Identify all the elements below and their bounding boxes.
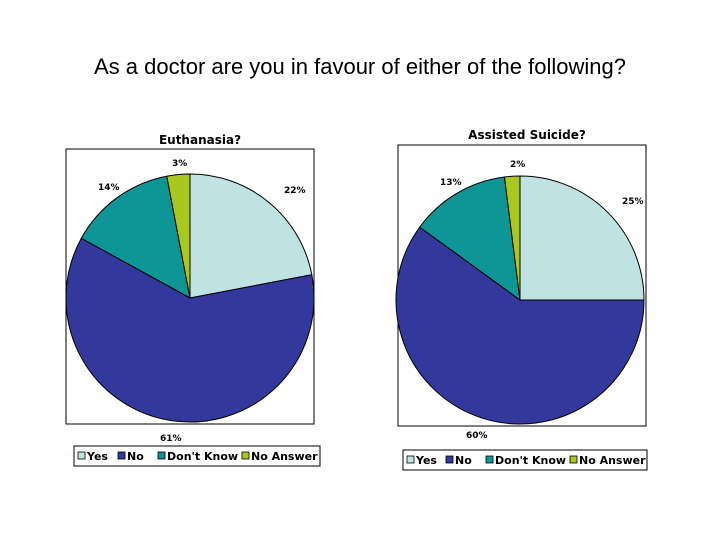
data-label: 61% xyxy=(160,434,182,444)
plot-frame xyxy=(65,148,315,425)
data-label: 22% xyxy=(284,186,306,196)
legend-box xyxy=(73,445,321,467)
legend-label: Yes xyxy=(415,454,437,467)
legend-swatch xyxy=(241,451,250,460)
data-label: 14% xyxy=(98,183,120,193)
legend-label: Don't Know xyxy=(495,454,566,467)
data-label: 25% xyxy=(622,197,644,207)
legend-swatch xyxy=(485,455,494,464)
data-label: 2% xyxy=(510,160,525,170)
page-title: As a doctor are you in favour of either … xyxy=(94,54,626,79)
data-label: 3% xyxy=(172,159,187,169)
chart-title: Euthanasia? xyxy=(159,133,241,147)
legend-label: No xyxy=(127,450,144,463)
data-label: 60% xyxy=(466,431,488,441)
pie-slice-no-answer xyxy=(503,175,521,301)
pie-chart-2: Assisted Suicide? 25% 60% 13% 2% Yes No Don't K… xyxy=(395,128,648,471)
legend-label: Yes xyxy=(86,450,108,463)
pie-slice-no xyxy=(65,237,315,423)
pie-slice-no xyxy=(395,226,645,425)
legend: Yes No Don't Know No Answer xyxy=(402,449,648,471)
legend-swatch xyxy=(569,455,578,464)
legend-label: No Answer xyxy=(251,450,318,463)
pie-slice-no-answer xyxy=(166,173,191,299)
pie-chart-1: Euthanasia? 22% 61% 14% 3% Yes No Don't Know No … xyxy=(65,133,321,467)
legend-swatch xyxy=(157,451,166,460)
legend-swatch xyxy=(77,451,86,460)
data-label: 13% xyxy=(440,178,462,188)
chart-title: Assisted Suicide? xyxy=(468,128,586,142)
legend-label: No Answer xyxy=(579,454,646,467)
legend-label: No xyxy=(455,454,472,467)
legend-swatch xyxy=(406,455,415,464)
pie-slice-don-t-know xyxy=(80,175,191,299)
legend: Yes No Don't Know No Answer xyxy=(73,445,321,467)
legend-swatch xyxy=(117,451,126,460)
pie-slice-don-t-know xyxy=(418,176,521,302)
legend-box xyxy=(402,449,648,471)
pie-slice-yes xyxy=(519,175,645,301)
legend-label: Don't Know xyxy=(167,450,238,463)
pie-slice-yes xyxy=(189,173,313,299)
legend-swatch xyxy=(445,455,454,464)
